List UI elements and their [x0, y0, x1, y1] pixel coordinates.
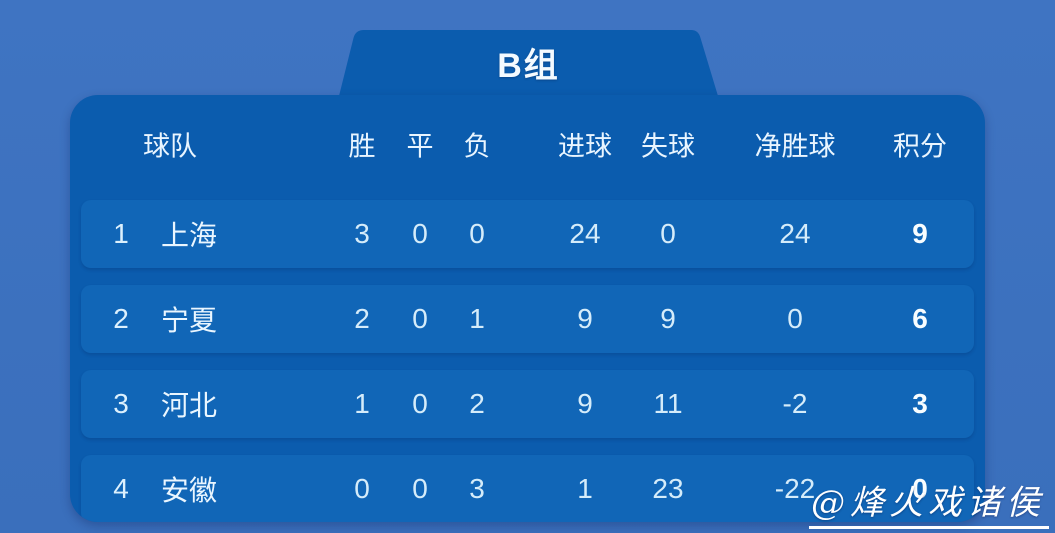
points-cell: 6: [912, 303, 928, 334]
goals-for-cell: 24: [569, 218, 601, 249]
header-draws: 平: [406, 131, 434, 162]
goals-for-cell: 9: [577, 303, 593, 334]
team-cell: 上海: [161, 220, 218, 251]
points-cell: 9: [912, 218, 928, 249]
standings-panel: 球队 胜 平 负 进球 失球 净胜球 积分 1 上海 3 0 0 24 0 24…: [70, 95, 985, 522]
losses-cell: 2: [469, 388, 485, 419]
header-team: 球队: [143, 131, 197, 162]
header-losses: 负: [463, 131, 491, 162]
standings-rows: 1 上海 3 0 0 24 0 24 9 2 宁夏 2 0 1 9 9 0 6: [81, 200, 974, 522]
watermark: @烽火戏诸侯: [809, 475, 1049, 529]
goals-against-cell: 9: [660, 303, 676, 334]
table-row: 3 河北 1 0 2 9 11 -2 3: [81, 370, 974, 438]
goal-diff-cell: 24: [779, 218, 811, 249]
table-row: 1 上海 3 0 0 24 0 24 9: [81, 200, 974, 268]
header-goals-for: 进球: [558, 131, 612, 162]
losses-cell: 3: [469, 473, 485, 504]
goals-for-cell: 9: [577, 388, 593, 419]
header-wins: 胜: [348, 131, 376, 162]
goal-diff-cell: 0: [787, 303, 803, 334]
team-cell: 河北: [161, 390, 218, 421]
goals-for-cell: 1: [577, 473, 593, 504]
draws-cell: 0: [412, 473, 428, 504]
group-tab: B组: [339, 30, 718, 96]
table-row: 2 宁夏 2 0 1 9 9 0 6: [81, 285, 974, 353]
rank-cell: 4: [113, 473, 129, 504]
goals-against-cell: 0: [660, 218, 676, 249]
header-goals-against: 失球: [641, 131, 695, 162]
wins-cell: 0: [354, 473, 370, 504]
wins-cell: 1: [354, 388, 370, 419]
group-tab-shape: [339, 30, 718, 96]
group-tab-label: B组: [497, 47, 560, 85]
wins-cell: 2: [354, 303, 370, 334]
rank-cell: 1: [113, 218, 129, 249]
goal-diff-cell: -22: [774, 473, 816, 504]
table-row: 4 安徽 0 0 3 1 23 -22 0: [81, 455, 974, 522]
header-points: 积分: [893, 131, 947, 162]
team-cell: 宁夏: [161, 305, 218, 336]
team-cell: 安徽: [161, 475, 218, 506]
rank-cell: 2: [113, 303, 129, 334]
losses-cell: 1: [469, 303, 485, 334]
points-cell: 3: [912, 388, 928, 419]
goals-against-cell: 11: [653, 388, 683, 419]
losses-cell: 0: [469, 218, 485, 249]
draws-cell: 0: [412, 218, 428, 249]
header-goal-diff: 净胜球: [754, 131, 836, 162]
goal-diff-cell: -2: [782, 388, 808, 419]
wins-cell: 3: [354, 218, 370, 249]
rank-cell: 3: [113, 388, 129, 419]
draws-cell: 0: [412, 303, 428, 334]
goals-against-cell: 23: [652, 473, 684, 504]
standings-header-row: 球队 胜 平 负 进球 失球 净胜球 积分: [81, 117, 974, 171]
points-cell: 0: [912, 473, 928, 504]
draws-cell: 0: [412, 388, 428, 419]
